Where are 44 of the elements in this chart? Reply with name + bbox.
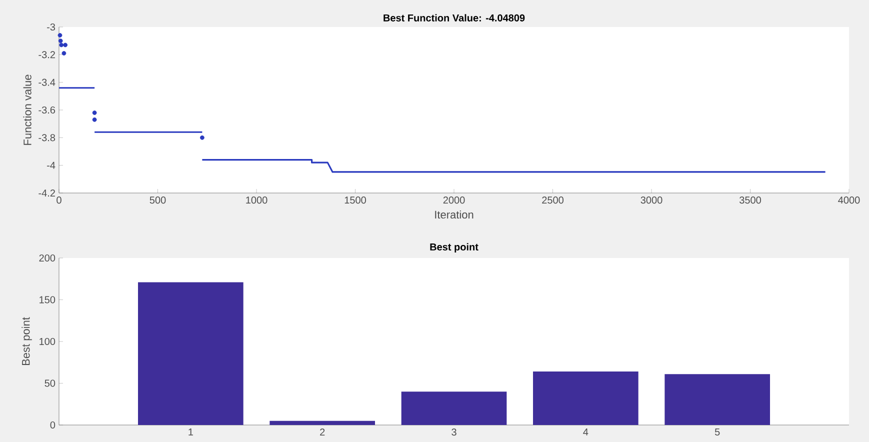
y-tick-label: -3.8 bbox=[38, 134, 56, 142]
point bbox=[58, 38, 63, 44]
bar bbox=[138, 282, 244, 425]
x-tick-label: 4 bbox=[583, 428, 588, 436]
bar bbox=[664, 374, 770, 425]
x-tick-label: 500 bbox=[150, 196, 166, 204]
y-tick-label: 200 bbox=[39, 254, 56, 262]
x-tick-label: 1500 bbox=[344, 196, 366, 204]
x-tick-label: 2500 bbox=[542, 196, 564, 204]
chart-title: Best point bbox=[430, 243, 478, 252]
y-tick-label: 100 bbox=[40, 338, 56, 346]
y-tick-label: 50 bbox=[44, 380, 56, 387]
y-tick-label: -3.6 bbox=[38, 106, 56, 114]
x-axis-title: Iteration bbox=[435, 210, 474, 219]
x-tick-label: 3500 bbox=[740, 196, 761, 204]
y-tick-label: 0 bbox=[50, 421, 56, 429]
y-tick-label: -4.2 bbox=[38, 190, 55, 196]
x-tick-label: 2 bbox=[320, 428, 325, 436]
x-tick-label: 5 bbox=[714, 428, 720, 436]
point bbox=[63, 42, 68, 48]
x-tick-label: 4000 bbox=[838, 196, 860, 204]
chart-title: Best Function Value: -4.04809 bbox=[384, 14, 525, 22]
point bbox=[62, 51, 66, 56]
bar bbox=[270, 420, 376, 425]
bar bbox=[401, 392, 507, 425]
point bbox=[92, 110, 97, 115]
x-tick-label: 1 bbox=[188, 428, 193, 436]
point bbox=[200, 135, 204, 140]
point bbox=[92, 117, 97, 122]
x-tick-label: 3000 bbox=[640, 196, 662, 204]
y-tick-label: -3.4 bbox=[38, 78, 56, 86]
y-axis-title: Function value bbox=[23, 74, 32, 145]
point bbox=[58, 33, 62, 38]
bar bbox=[533, 372, 638, 425]
x-tick-label: 2000 bbox=[443, 196, 465, 204]
x-tick-label: 3 bbox=[452, 428, 456, 436]
point bbox=[59, 42, 64, 48]
y-tick-label: 150 bbox=[40, 296, 56, 304]
y-axis-title: Best point bbox=[22, 317, 32, 366]
y-tick-label: -4 bbox=[47, 162, 56, 169]
x-tick-label: 0 bbox=[56, 196, 62, 204]
y-tick-label: -3 bbox=[47, 23, 56, 31]
x-tick-label: 1000 bbox=[246, 196, 268, 204]
y-tick-label: -3.2 bbox=[38, 51, 55, 58]
